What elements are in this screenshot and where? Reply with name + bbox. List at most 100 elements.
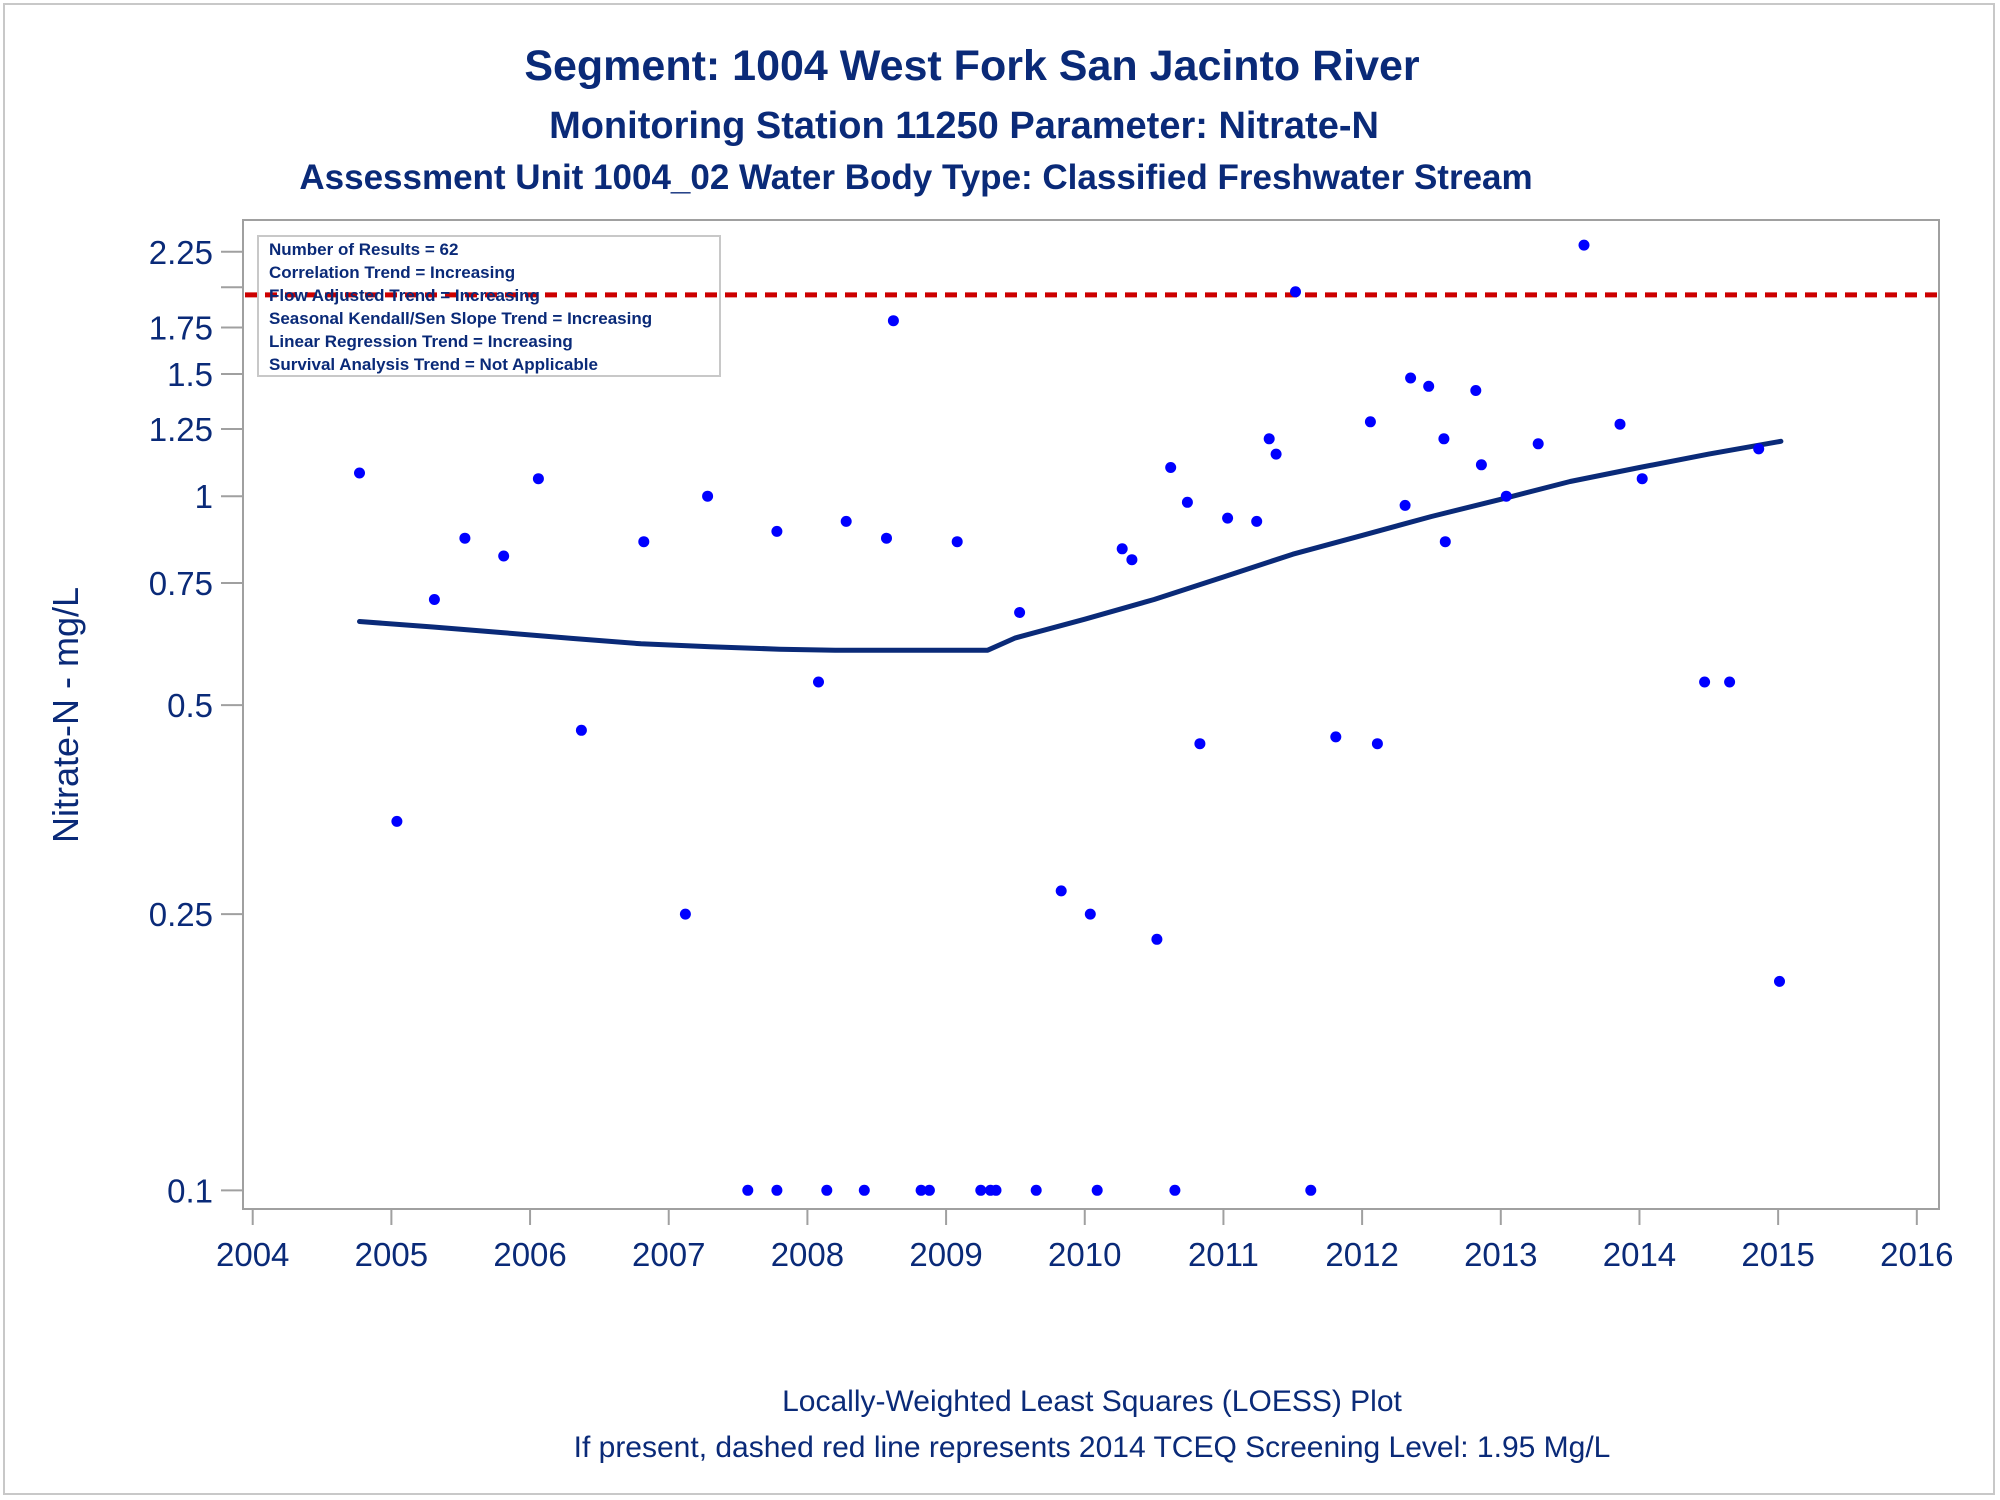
data-point xyxy=(1014,607,1026,618)
data-point xyxy=(881,532,892,544)
data-point xyxy=(1724,676,1736,688)
x-tick-label: 2013 xyxy=(1464,1236,1537,1273)
data-point xyxy=(1181,496,1193,508)
x-tick-label: 2004 xyxy=(216,1236,289,1273)
data-point xyxy=(428,594,440,605)
data-point xyxy=(887,315,899,327)
y-tick-label: 1.75 xyxy=(149,310,213,347)
data-point xyxy=(1151,933,1163,945)
data-point xyxy=(1116,543,1128,555)
data-point xyxy=(1753,443,1765,455)
data-point xyxy=(742,1184,754,1196)
data-point xyxy=(1438,433,1450,445)
data-point xyxy=(702,490,714,502)
data-point xyxy=(1699,676,1711,688)
x-tick-label: 2016 xyxy=(1880,1236,1953,1273)
x-tick-label: 2015 xyxy=(1741,1236,1814,1273)
stats-correlation-trend: Correlation Trend = Increasing xyxy=(269,263,515,282)
stats-flow-adjusted-trend: Flow Adjusted Trend = Increasing xyxy=(269,286,540,305)
data-point xyxy=(1636,473,1648,485)
data-point xyxy=(1290,286,1301,298)
stats-survival-analysis-trend: Survival Analysis Trend = Not Applicable xyxy=(269,355,598,374)
data-point xyxy=(1439,536,1451,548)
chart-subtitle-station: Monitoring Station 11250 Parameter: Nitr… xyxy=(549,105,1379,147)
data-points xyxy=(354,239,1785,1196)
data-point xyxy=(1774,975,1785,987)
data-point xyxy=(1091,1184,1103,1196)
data-point xyxy=(858,1184,870,1196)
chart-frame xyxy=(3,3,1995,1495)
data-point xyxy=(1126,554,1138,566)
data-point xyxy=(771,1184,783,1196)
data-point xyxy=(840,515,852,527)
stats-seasonal-kendall-trend: Seasonal Kendall/Sen Slope Trend = Incre… xyxy=(269,309,652,328)
footnote-screening-level: If present, dashed red line represents 2… xyxy=(574,1431,1611,1464)
data-point xyxy=(951,536,963,548)
data-point xyxy=(1222,512,1234,524)
y-tick-label: 0.75 xyxy=(149,565,213,602)
y-axis-label: Nitrate-N - mg/L xyxy=(45,587,86,843)
data-point xyxy=(1165,462,1177,473)
stats-box: Number of Results = 62 Correlation Trend… xyxy=(257,235,721,377)
data-point xyxy=(1364,416,1376,428)
data-point xyxy=(1194,738,1206,750)
data-point xyxy=(1263,433,1275,445)
x-tick-label: 2007 xyxy=(632,1236,705,1273)
x-tick-label: 2009 xyxy=(909,1236,982,1273)
x-tick-label: 2005 xyxy=(355,1236,428,1273)
data-point xyxy=(821,1184,833,1196)
x-axis: 2004 2005 2006 2007 2008 2009 2010 2011 2012 2013… xyxy=(216,1209,1954,1273)
data-point xyxy=(575,724,587,736)
y-tick-label: 2.25 xyxy=(149,234,213,271)
y-tick-label: 1 xyxy=(195,478,213,515)
data-point xyxy=(498,550,510,562)
x-tick-label: 2010 xyxy=(1048,1236,1121,1273)
y-tick-label: 0.25 xyxy=(149,896,213,933)
x-tick-label: 2012 xyxy=(1325,1236,1398,1273)
data-point xyxy=(915,1184,927,1196)
loess-group xyxy=(357,438,1784,653)
data-point xyxy=(638,536,650,548)
data-point xyxy=(391,815,403,827)
y-axis: 0.1 0.25 0.5 0.75 1 1.25 1.5 1.75 2.25 xyxy=(149,234,243,1209)
data-point xyxy=(1532,438,1544,450)
stats-linear-regression-trend: Linear Regression Trend = Increasing xyxy=(269,332,573,351)
data-point xyxy=(679,908,691,920)
x-tick-label: 2008 xyxy=(771,1236,844,1273)
data-point xyxy=(1614,418,1626,430)
x-tick-label: 2011 xyxy=(1188,1236,1259,1273)
data-point xyxy=(1055,885,1067,897)
data-point xyxy=(990,1184,1002,1196)
data-point xyxy=(1423,380,1435,392)
data-point xyxy=(1270,448,1282,460)
x-tick-label: 2006 xyxy=(493,1236,566,1273)
stats-box-border xyxy=(257,235,721,377)
loess-line xyxy=(357,438,1784,653)
chart-title: Segment: 1004 West Fork San Jacinto Rive… xyxy=(524,42,1420,90)
data-point xyxy=(459,532,471,544)
data-point xyxy=(975,1184,987,1196)
data-point xyxy=(1500,490,1512,502)
data-point xyxy=(1405,372,1417,384)
data-point xyxy=(1475,459,1487,471)
x-tick-label: 2014 xyxy=(1603,1236,1676,1273)
plot-area xyxy=(242,219,1940,1210)
data-point xyxy=(1399,499,1411,511)
y-tick-label: 0.5 xyxy=(167,687,213,724)
data-point xyxy=(1251,515,1263,527)
data-point xyxy=(1371,738,1383,750)
data-point xyxy=(1169,1184,1181,1196)
data-point xyxy=(923,1184,935,1196)
data-point xyxy=(532,473,544,485)
y-tick-label: 0.1 xyxy=(167,1172,213,1209)
data-point xyxy=(1030,1184,1042,1196)
y-tick-label: 1.5 xyxy=(167,356,213,393)
data-point xyxy=(1084,908,1096,920)
data-point xyxy=(813,676,824,688)
data-point xyxy=(1305,1184,1317,1196)
data-point xyxy=(1470,385,1482,396)
data-point xyxy=(1330,731,1342,743)
y-tick-label: 1.25 xyxy=(149,411,213,448)
data-point xyxy=(354,467,365,479)
